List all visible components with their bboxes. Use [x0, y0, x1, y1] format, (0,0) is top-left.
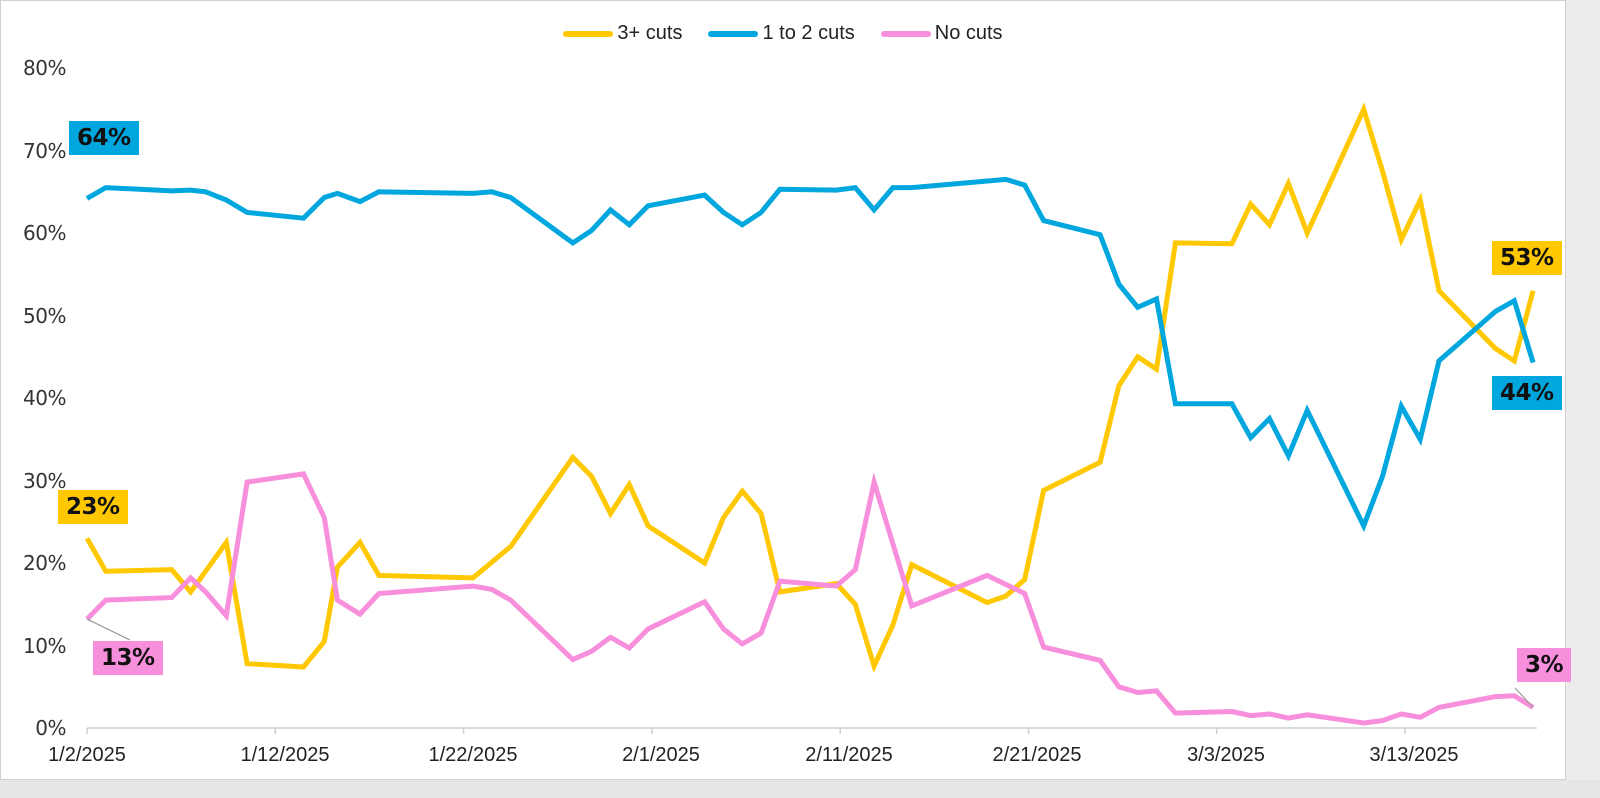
- x-tick-3-13: 3/13/2025: [1369, 744, 1459, 766]
- series-line-no-cuts: [85, 471, 1535, 726]
- legend-label: No cuts: [934, 22, 1003, 44]
- y-tick-20: 20%: [23, 551, 66, 575]
- x-tick-1-22: 1/22/2025: [428, 744, 518, 766]
- legend-label: 3+ cuts: [617, 22, 683, 44]
- legend-item-no-cuts: No cuts: [880, 22, 1003, 45]
- label-3plus-start: 23%: [58, 490, 128, 524]
- series-line-1-to-2-cuts: [85, 176, 1536, 533]
- leader-lines: [86, 618, 1534, 708]
- y-tick-50: 50%: [23, 304, 66, 328]
- legend-swatch-icon: [708, 30, 759, 37]
- y-tick-10: 10%: [23, 634, 66, 658]
- y-tick-0: 0%: [35, 716, 66, 740]
- x-tick-2-1: 2/1/2025: [622, 744, 700, 766]
- label-1to2-start: 64%: [69, 121, 139, 155]
- plot-area: [84, 102, 1537, 734]
- label-1to2-end: 44%: [1492, 376, 1562, 410]
- label-3plus-end: 53%: [1492, 241, 1562, 275]
- label-nocuts-end: 3%: [1517, 648, 1572, 682]
- y-tick-30: 30%: [23, 469, 66, 493]
- x-tick-2-21: 2/21/2025: [992, 744, 1082, 766]
- legend: 3+ cuts 1 to 2 cuts No cuts: [0, 22, 1566, 45]
- series-line-3-cuts: [84, 102, 1536, 674]
- legend-item-3plus-cuts: 3+ cuts: [563, 22, 682, 45]
- legend-item-1to2-cuts: 1 to 2 cuts: [708, 22, 855, 45]
- x-tick-3-3: 3/3/2025: [1187, 744, 1265, 766]
- leader-line: [86, 618, 131, 641]
- chart-frame: [0, 0, 1566, 780]
- legend-label: 1 to 2 cuts: [762, 22, 855, 44]
- x-tick-1-2: 1/2/2025: [48, 744, 126, 766]
- y-tick-80: 80%: [23, 56, 66, 80]
- frame-shadow: [1566, 0, 1600, 798]
- legend-swatch-icon: [880, 30, 931, 37]
- label-nocuts-start: 13%: [93, 641, 163, 675]
- x-tick-1-12: 1/12/2025: [240, 744, 330, 766]
- y-tick-70: 70%: [23, 139, 66, 163]
- y-tick-40: 40%: [23, 386, 66, 410]
- legend-swatch-icon: [563, 30, 614, 37]
- series-lines: [84, 102, 1536, 726]
- frame-shadow-bottom: [0, 780, 1600, 798]
- x-axis: [86, 727, 1537, 734]
- x-tick-2-11: 2/11/2025: [805, 744, 893, 766]
- leader-line: [1514, 687, 1534, 708]
- y-tick-60: 60%: [23, 221, 66, 245]
